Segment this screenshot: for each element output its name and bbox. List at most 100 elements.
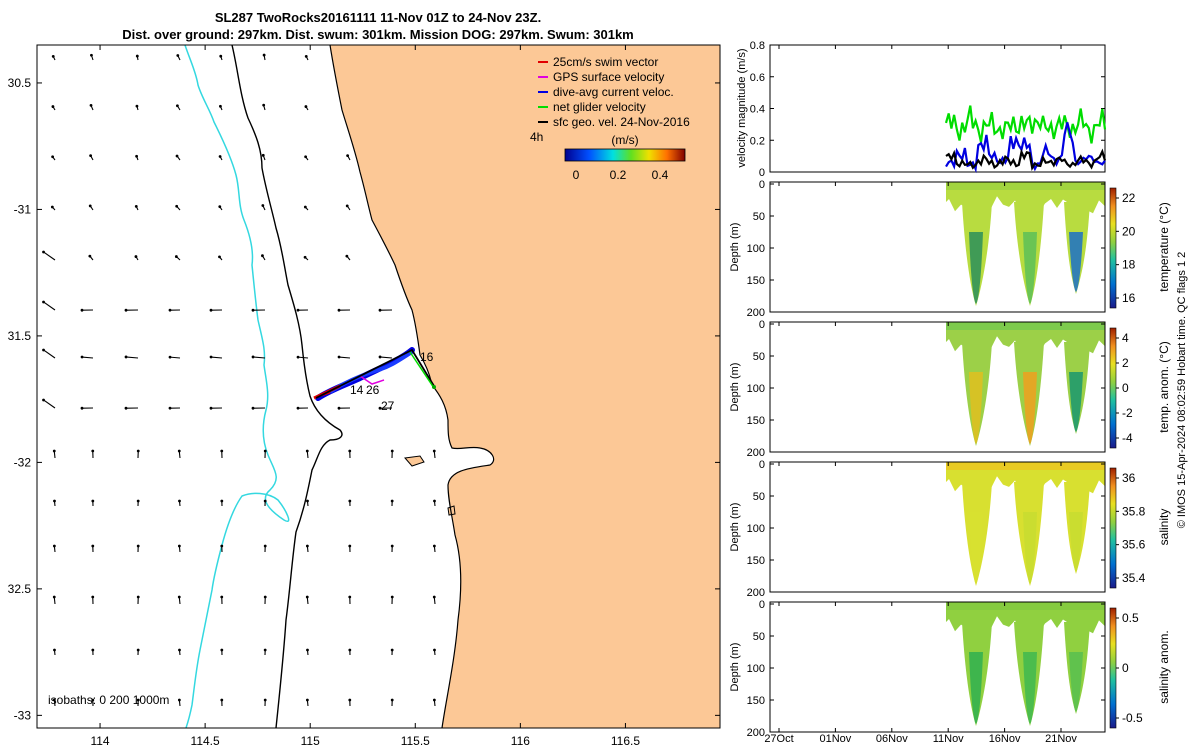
current-arrow-head [348, 698, 352, 702]
current-arrow-head [124, 355, 128, 359]
current-arrow-head [433, 499, 436, 503]
current-arrow-head [219, 104, 222, 108]
current-arrow-head [50, 205, 54, 209]
current-arrow-head [432, 449, 436, 453]
current-arrow-head [218, 155, 222, 158]
section-dive-core [969, 512, 983, 584]
island [447, 505, 456, 516]
current-arrow-head [390, 544, 394, 548]
section-frame [769, 181, 1106, 313]
current-arrow-head [220, 698, 224, 702]
section-ylabel: Depth (m) [729, 643, 741, 692]
depth-tick-label: 100 [747, 523, 765, 535]
current-arrow-head [52, 449, 56, 453]
current-arrow-head [42, 348, 45, 352]
isobath-200m [231, 45, 343, 728]
map-frame [36, 44, 721, 729]
current-arrow-head [90, 53, 93, 57]
depth-tick-label: 100 [747, 663, 765, 675]
date-tick-label: 11Nov [933, 733, 964, 745]
current-arrow-head [348, 449, 352, 453]
section-colorbar [1109, 187, 1117, 309]
section-frame [769, 461, 1106, 593]
lon-tick-label: 115.5 [401, 734, 430, 748]
colorbar-tick-label: 35.6 [1122, 538, 1146, 552]
colorbar-label: (m/s) [611, 133, 638, 147]
colorbar-tick-label: -0.5 [1122, 711, 1143, 725]
section-background [770, 322, 1105, 452]
current-arrow-head [124, 406, 128, 410]
velocity-panel: velocity magnitude (m/s) 0 0.2 0.4 0.6 0.8 [736, 40, 1107, 179]
current-arrow-head [52, 544, 56, 548]
current-arrow-head [262, 103, 266, 107]
colorbar-tick-label: 22 [1122, 191, 1136, 205]
colorbar-tick-label: 35.8 [1122, 504, 1146, 518]
current-arrow-head [168, 308, 172, 312]
depth-tick-label: 0 [759, 179, 765, 191]
section-surface-band [946, 322, 1105, 356]
depth-tick-label: 0 [759, 459, 765, 471]
current-arrow-head [433, 648, 436, 652]
current-arrow-head [337, 308, 341, 312]
section-colorbar-label: salinity [1157, 509, 1171, 546]
depth-tick-label: 50 [753, 491, 765, 503]
current-arrow-head [306, 499, 309, 503]
current-arrow [43, 399, 56, 409]
current-arrow-head [134, 255, 138, 258]
map-axis-ticks: 114 114.5 115 115.5 116 116.5 30.5 -31 31.5 -32 32… [8, 45, 720, 748]
velocity-frame [769, 44, 1106, 173]
colorbar-prefix: 4h [530, 130, 543, 144]
current-arrow-head [168, 406, 172, 410]
current-arrow-head [51, 155, 55, 159]
velocity-ytick-label: 0.6 [750, 72, 765, 84]
section-dive-core [1023, 512, 1037, 584]
velocity-ytick-label: 0 [759, 167, 765, 179]
lat-tick-label: -33 [14, 708, 32, 722]
current-arrow-head [135, 54, 139, 58]
title-line1: SL287 TwoRocks20161111 11-Nov 01Z to 24-… [215, 10, 541, 25]
velocity-ylabel: velocity magnitude (m/s) [736, 48, 748, 167]
section-dive-core [969, 232, 983, 304]
current-arrow-head [178, 648, 181, 652]
date-tick-label: 16Nov [989, 733, 1021, 745]
current-arrow [338, 356, 351, 359]
section-ylabel: Depth (m) [729, 363, 741, 412]
velocity-series-line [945, 122, 1106, 174]
current-arrow [125, 356, 139, 359]
current-arrow-head [80, 355, 84, 359]
colorbar-tick-label: -4 [1122, 431, 1133, 445]
current-arrow-head [337, 406, 341, 410]
current-arrow-head [251, 406, 255, 410]
section-colorbar [1109, 327, 1117, 449]
current-arrow-head [136, 544, 140, 548]
current-arrow-head [305, 544, 309, 548]
colorbar-tick-2: 0.4 [652, 168, 669, 182]
current-arrow-head [305, 698, 309, 702]
current-arrow-head [177, 698, 181, 702]
current-arrow-head [89, 104, 93, 107]
current-arrow-head [432, 544, 436, 548]
section-dive-core [1069, 652, 1083, 712]
lat-tick-label: -31 [14, 202, 32, 216]
current-arrow-head [89, 154, 93, 158]
current-arrow-head [220, 544, 224, 548]
land [330, 45, 720, 728]
current-arrow-head [305, 449, 309, 453]
current-arrow-head [209, 308, 213, 312]
current-arrow-head [263, 544, 267, 548]
current-arrow-head [51, 55, 55, 58]
current-arrow-head [262, 53, 266, 57]
current-arrow-head [390, 499, 394, 503]
current-arrow-head [53, 648, 56, 652]
depth-tick-label: 200 [747, 727, 765, 739]
legend-box [527, 55, 711, 133]
current-arrow-head [178, 499, 181, 503]
section-background [770, 602, 1105, 732]
current-arrow-head [303, 205, 307, 209]
current-arrow-head [42, 250, 45, 254]
current-arrow-head [348, 499, 352, 503]
section-dive-core [969, 372, 983, 444]
track-label-16: 16 [420, 350, 434, 364]
